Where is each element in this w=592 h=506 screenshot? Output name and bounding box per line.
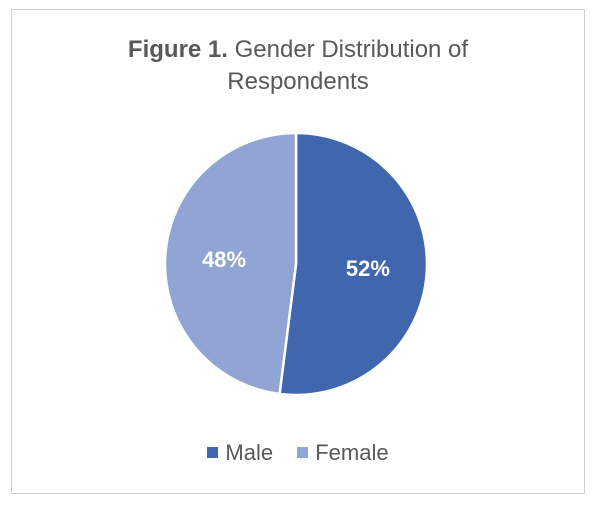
chart-legend: Male Female — [12, 438, 584, 466]
chart-title-line-2: Respondents — [227, 68, 369, 95]
legend-item-male: Male — [207, 440, 273, 466]
chart-title: Figure 1. Gender Distribution of Respond… — [12, 34, 584, 98]
legend-item-female: Female — [297, 439, 389, 466]
data-label-male: 52% — [346, 256, 390, 281]
pie-chart: 52% 48% — [163, 131, 429, 397]
legend-swatch-female — [297, 447, 309, 458]
legend-label-male: Male — [225, 439, 274, 465]
data-label-female: 48% — [202, 247, 246, 272]
chart-title-text: Gender Distribution of — [234, 36, 469, 63]
pie-slice-female — [163, 131, 298, 396]
pie-slice-male — [278, 131, 429, 397]
chart-title-figure-number: Figure 1. — [127, 36, 228, 63]
legend-label-female: Female — [315, 439, 389, 465]
chart-frame: Figure 1. Gender Distribution of Respond… — [11, 9, 585, 494]
chart-title-line-1: Figure 1. Gender Distribution of — [12, 34, 584, 66]
legend-swatch-male — [207, 447, 219, 458]
